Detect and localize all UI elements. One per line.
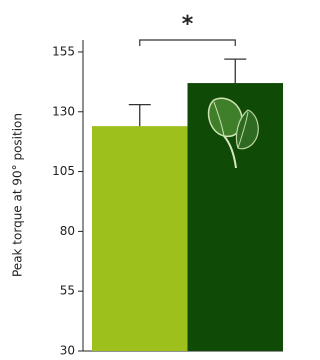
plot-area: 30 55 80 105 130 155 * (52, 12, 283, 358)
y-axis-label: Peak torque at 90° position (11, 113, 25, 277)
y-tick-label: 30 (60, 344, 75, 358)
y-tick-label: 80 (60, 224, 75, 238)
y-tick-label: 130 (52, 104, 75, 118)
chart: Peak torque at 90° position 30 55 80 105 130… (0, 0, 299, 360)
bar (92, 126, 188, 351)
significance-label: * (182, 12, 194, 37)
y-tick-label: 155 (52, 44, 75, 58)
significance-bracket (140, 40, 236, 46)
y-tick-label: 105 (52, 164, 75, 178)
y-tick-label: 55 (60, 284, 75, 298)
